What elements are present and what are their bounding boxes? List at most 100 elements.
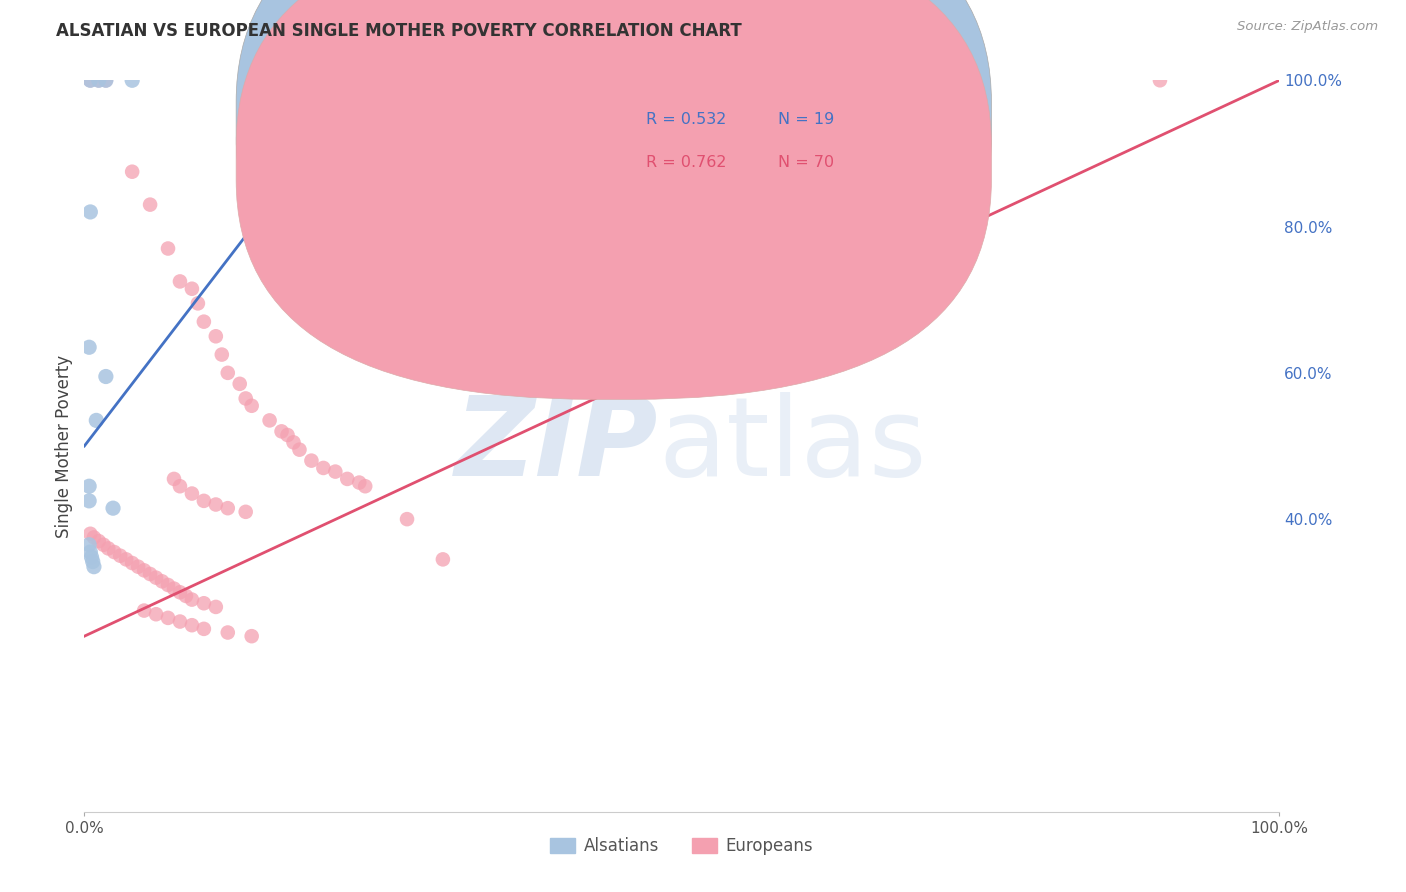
Point [180, 618, 202, 632]
Point [259, 413, 281, 427]
Point [145, 571, 167, 585]
Text: N = 19: N = 19 [778, 112, 834, 127]
Point [169, 275, 191, 289]
Point [342, 73, 364, 87]
Point [139, 567, 162, 582]
Point [193, 494, 215, 508]
Point [94, 369, 117, 384]
Text: atlas: atlas [658, 392, 927, 500]
Point [312, 461, 335, 475]
Point [121, 556, 143, 570]
Point [277, 73, 299, 87]
Point [115, 552, 138, 566]
Point [121, 164, 143, 178]
Text: Source: ZipAtlas.com: Source: ZipAtlas.com [1237, 20, 1378, 33]
Text: R = 0.532: R = 0.532 [645, 112, 727, 127]
Point [180, 592, 202, 607]
Point [396, 512, 419, 526]
Point [80, 550, 103, 565]
Point [342, 73, 364, 87]
Point [277, 428, 299, 442]
Point [150, 574, 173, 589]
Point [235, 392, 257, 406]
Point [157, 242, 180, 256]
Point [187, 296, 209, 310]
Point [110, 549, 132, 563]
FancyBboxPatch shape [236, 0, 991, 357]
Point [79, 545, 101, 559]
Point [157, 611, 180, 625]
Point [87, 73, 110, 87]
Point [283, 435, 305, 450]
Point [157, 578, 180, 592]
Point [87, 534, 110, 549]
Point [77, 494, 100, 508]
Point [205, 498, 228, 512]
Point [378, 73, 401, 87]
Point [323, 465, 347, 479]
Point [193, 596, 215, 610]
Point [217, 501, 239, 516]
Point [288, 442, 311, 457]
Point [101, 501, 124, 516]
Point [97, 541, 120, 556]
Point [205, 599, 228, 614]
Point [121, 73, 143, 87]
Point [180, 486, 202, 500]
Point [77, 479, 100, 493]
Point [217, 366, 239, 380]
Point [240, 399, 263, 413]
Text: ZIP: ZIP [454, 392, 658, 500]
Point [145, 607, 167, 622]
Point [79, 205, 101, 219]
Point [77, 340, 100, 354]
Text: R = 0.762: R = 0.762 [645, 155, 727, 169]
Text: N = 70: N = 70 [778, 155, 834, 169]
Point [169, 479, 191, 493]
Point [79, 73, 101, 87]
Point [93, 538, 115, 552]
Point [86, 413, 108, 427]
Point [82, 555, 104, 569]
Point [169, 585, 191, 599]
Point [240, 629, 263, 643]
Point [217, 625, 239, 640]
Point [174, 589, 197, 603]
Point [205, 329, 228, 343]
Point [211, 348, 233, 362]
Point [79, 526, 101, 541]
FancyBboxPatch shape [574, 99, 903, 197]
Point [132, 603, 156, 617]
Point [432, 552, 454, 566]
Point [163, 582, 186, 596]
Point [94, 73, 117, 87]
Point [79, 73, 101, 87]
Point [77, 538, 100, 552]
Point [301, 453, 323, 467]
Point [336, 472, 359, 486]
Point [193, 315, 215, 329]
Point [83, 530, 105, 544]
Point [388, 73, 411, 87]
Point [1149, 73, 1171, 87]
Point [163, 472, 186, 486]
Point [354, 479, 377, 493]
FancyBboxPatch shape [236, 0, 991, 400]
Point [169, 615, 191, 629]
Point [103, 545, 125, 559]
Point [94, 73, 117, 87]
Point [193, 622, 215, 636]
Point [349, 475, 371, 490]
Legend: Alsatians, Europeans: Alsatians, Europeans [544, 830, 820, 862]
Point [235, 505, 257, 519]
Point [83, 559, 105, 574]
Point [270, 425, 292, 439]
Point [330, 73, 353, 87]
Point [180, 282, 202, 296]
Point [127, 559, 149, 574]
Point [132, 563, 156, 577]
Text: ALSATIAN VS EUROPEAN SINGLE MOTHER POVERTY CORRELATION CHART: ALSATIAN VS EUROPEAN SINGLE MOTHER POVER… [56, 22, 742, 40]
Y-axis label: Single Mother Poverty: Single Mother Poverty [55, 354, 73, 538]
Point [228, 376, 252, 391]
Point [139, 197, 162, 211]
